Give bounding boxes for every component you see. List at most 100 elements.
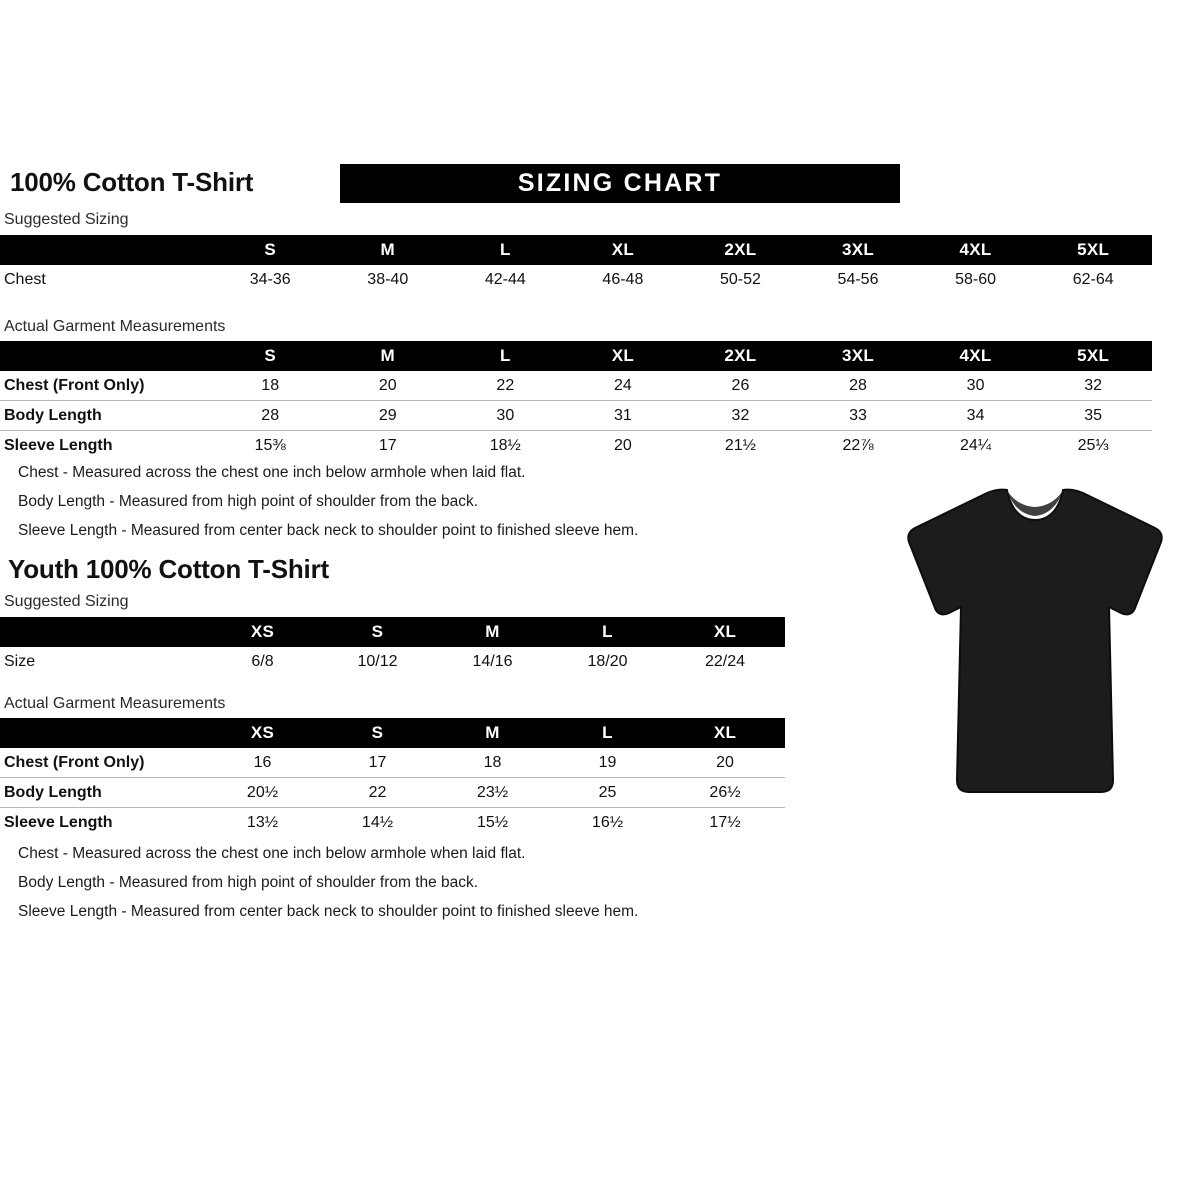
- cell: 32: [681, 400, 800, 431]
- cell: 20½: [205, 777, 320, 808]
- row-label: Chest: [4, 270, 46, 288]
- cell: 13½: [205, 807, 320, 837]
- cell: 20: [378, 376, 397, 394]
- row-label: Chest (Front Only): [4, 753, 145, 771]
- row-label: Body Length: [0, 400, 212, 431]
- col-header-4xl: 4XL: [916, 235, 1035, 265]
- row-label: Sleeve Length: [0, 807, 205, 837]
- cell: 34-36: [249, 270, 291, 288]
- adult-suggested-sizing-label: Suggested Sizing: [4, 211, 129, 228]
- cell: 6/8: [251, 652, 274, 670]
- cell: 62-64: [1072, 270, 1114, 288]
- cell: 19: [598, 753, 617, 771]
- cell: 14/16: [472, 652, 513, 670]
- adult-note-chest: Chest - Measured across the chest one in…: [18, 464, 526, 481]
- col-header-2xl: 2XL: [681, 341, 800, 371]
- cell: 50-52: [719, 270, 761, 288]
- col-header-xl: XL: [564, 341, 682, 371]
- cell: 30: [966, 376, 985, 394]
- cell: 30: [446, 400, 565, 431]
- col-header-l: L: [446, 341, 565, 371]
- cell: 22: [496, 376, 515, 394]
- cell: 20: [564, 430, 682, 460]
- table-header-row: S M L XL 2XL 3XL 4XL 5XL: [0, 341, 1152, 371]
- youth-note-body-length: Body Length - Measured from high point o…: [18, 874, 479, 891]
- table-row: Chest (Front Only) 18 20 22 24 26 28 30 …: [0, 371, 1152, 401]
- cell: 16: [253, 753, 272, 771]
- col-header-l: L: [550, 617, 665, 647]
- col-header-xs: XS: [205, 718, 320, 748]
- table-row: Chest (Front Only) 16 17 18 19 20: [0, 748, 785, 778]
- cell: 17½: [665, 807, 785, 837]
- col-header-m: M: [435, 718, 550, 748]
- col-header-3xl: 3XL: [799, 235, 917, 265]
- row-label: Body Length: [0, 777, 205, 808]
- col-header-m: M: [435, 617, 550, 647]
- table-header-row: S M L XL 2XL 3XL 4XL 5XL: [0, 235, 1152, 265]
- table-row: Sleeve Length 15⅜ 17 18½ 20 21½ 22⅞ 24¼ …: [0, 430, 1152, 460]
- adult-section-title: 100% Cotton T-Shirt: [10, 167, 254, 197]
- col-header-2xl: 2XL: [681, 235, 800, 265]
- sizing-chart-banner-label: SIZING CHART: [517, 168, 723, 197]
- col-header: [0, 718, 205, 748]
- col-header: [0, 235, 212, 265]
- cell: 24: [613, 376, 632, 394]
- cell: 15½: [435, 807, 550, 837]
- col-header-s: S: [320, 617, 435, 647]
- col-header-5xl: 5XL: [1034, 235, 1152, 265]
- cell: 28: [849, 376, 867, 394]
- youth-actual-measurements-label: Actual Garment Measurements: [4, 695, 226, 712]
- cell: 54-56: [837, 270, 879, 288]
- adult-note-body-length: Body Length - Measured from high point o…: [18, 493, 479, 510]
- cell: 32: [1084, 376, 1103, 394]
- cell: 28: [211, 400, 329, 431]
- cell: 14½: [320, 807, 435, 837]
- cell: 26½: [665, 777, 785, 808]
- col-header-5xl: 5XL: [1034, 341, 1152, 371]
- cell: 42-44: [484, 270, 526, 288]
- youth-note-chest: Chest - Measured across the chest one in…: [18, 845, 526, 862]
- table-row: Sleeve Length 13½ 14½ 15½ 16½ 17½: [0, 807, 785, 837]
- cell: 22: [320, 777, 435, 808]
- col-header-4xl: 4XL: [916, 341, 1035, 371]
- cell: 24¼: [916, 430, 1035, 460]
- col-header-s: S: [211, 341, 329, 371]
- cell: 15⅜: [211, 430, 329, 460]
- cell: 23½: [435, 777, 550, 808]
- col-header-l: L: [550, 718, 665, 748]
- cell: 18½: [446, 430, 565, 460]
- adult-actual-measurements-table: S M L XL 2XL 3XL 4XL 5XL Chest (Front On…: [0, 341, 1152, 460]
- col-header-3xl: 3XL: [799, 341, 917, 371]
- youth-suggested-sizing-table: XS S M L XL Size 6/8 10/12 14/16 18/20 2…: [0, 617, 785, 676]
- row-label: Sleeve Length: [0, 430, 212, 460]
- table-row: Body Length 28 29 30 31 32 33 34 35: [0, 400, 1152, 431]
- youth-note-sleeve-length: Sleeve Length - Measured from center bac…: [18, 903, 639, 920]
- cell: 58-60: [955, 270, 997, 288]
- cell: 18: [261, 376, 280, 394]
- col-header-xl: XL: [564, 235, 682, 265]
- col-header-s: S: [211, 235, 329, 265]
- col-header-m: M: [328, 235, 447, 265]
- youth-section-title: Youth 100% Cotton T-Shirt: [8, 554, 329, 584]
- cell: 21½: [681, 430, 800, 460]
- youth-suggested-sizing-label: Suggested Sizing: [4, 593, 129, 610]
- youth-actual-measurements-table: XS S M L XL Chest (Front Only) 16 17 18 …: [0, 718, 785, 837]
- col-header-l: L: [446, 235, 565, 265]
- row-label: Chest (Front Only): [4, 376, 145, 394]
- cell: 31: [564, 400, 682, 431]
- cell: 46-48: [602, 270, 644, 288]
- cell: 16½: [550, 807, 665, 837]
- cell: 38-40: [367, 270, 409, 288]
- cell: 29: [328, 400, 447, 431]
- col-header-xl: XL: [665, 617, 785, 647]
- cell: 22/24: [704, 652, 746, 670]
- cell: 20: [716, 753, 734, 771]
- tshirt-icon: [907, 488, 1163, 793]
- adult-suggested-sizing-table: S M L XL 2XL 3XL 4XL 5XL Chest 34-36 38-…: [0, 235, 1152, 294]
- cell: 25: [550, 777, 665, 808]
- col-header: [0, 341, 212, 371]
- col-header: [0, 617, 205, 647]
- cell: 10/12: [357, 652, 398, 670]
- cell: 22⅞: [799, 430, 917, 460]
- col-header-xl: XL: [665, 718, 785, 748]
